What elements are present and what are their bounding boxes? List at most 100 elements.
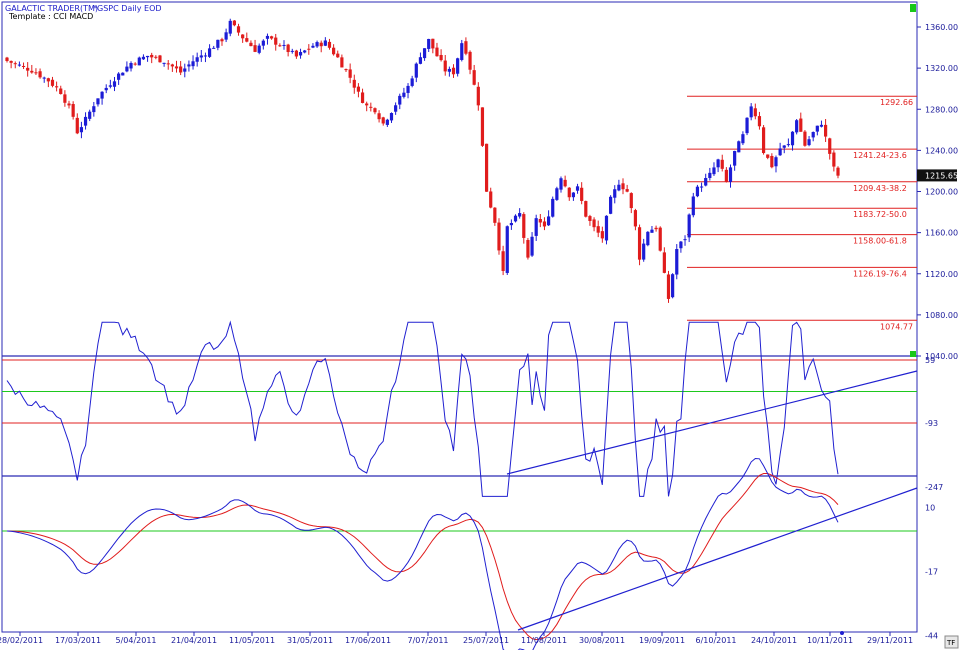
candle-body	[728, 167, 733, 182]
candle-body	[46, 78, 50, 82]
candle-body	[786, 144, 790, 146]
candle-body	[501, 251, 505, 271]
candle-body	[21, 65, 26, 67]
candle-body	[745, 117, 749, 134]
candle-body	[617, 184, 621, 191]
candle-body	[563, 179, 567, 187]
candle-body	[319, 42, 323, 47]
date-tick-label: 11/05/2011	[229, 636, 275, 645]
macd-tick-label: -17	[925, 567, 938, 576]
date-tick-label: 21/04/2011	[171, 636, 217, 645]
candle-body	[92, 106, 96, 113]
candle-body	[522, 214, 526, 238]
candle-body	[443, 60, 447, 72]
candle-body	[307, 48, 311, 50]
candle-body	[344, 69, 348, 71]
candle-body	[356, 86, 361, 92]
candle-body	[323, 40, 327, 46]
candle-body	[823, 124, 828, 137]
candle-body	[451, 67, 456, 75]
macd-trendline	[517, 487, 918, 631]
candle-body	[836, 167, 840, 176]
candle-body	[352, 79, 356, 88]
candle-body	[795, 120, 799, 133]
candle-body	[497, 222, 501, 251]
candle-body	[749, 106, 753, 118]
candle-body	[88, 111, 92, 119]
date-tick-label: 5/04/2011	[115, 636, 156, 645]
candle-body	[687, 214, 691, 238]
candle-body	[71, 104, 75, 117]
candle-body	[621, 183, 625, 190]
candle-body	[410, 78, 414, 86]
candle-body	[724, 169, 728, 182]
candle-body	[811, 132, 815, 138]
candle-body	[431, 38, 435, 49]
candle-body	[571, 192, 576, 198]
candle-body	[712, 167, 716, 175]
candle-body	[207, 48, 212, 57]
candle-body	[303, 50, 307, 53]
candle-body	[17, 64, 22, 66]
candle-body	[224, 32, 228, 40]
app-name: GALACTIC TRADER(TM)	[5, 4, 99, 13]
candle-body	[588, 216, 592, 221]
date-tick-label: 24/10/2011	[751, 636, 797, 645]
candle-body	[476, 86, 480, 106]
candle-body	[5, 57, 9, 61]
candle-body	[394, 105, 398, 112]
candle-body	[592, 219, 596, 228]
candle-body	[538, 218, 542, 223]
candle-body	[662, 252, 666, 273]
candle-body	[187, 64, 191, 67]
candle-body	[294, 50, 299, 57]
candle-body	[381, 117, 385, 124]
candle-body	[699, 186, 704, 188]
candle-body	[691, 196, 695, 216]
candle-body	[720, 159, 724, 169]
candle-body	[704, 177, 708, 186]
candle-body	[489, 191, 493, 208]
price-tick-label: 1200.00	[925, 188, 958, 197]
price-tick-label: 1080.00	[925, 311, 958, 320]
date-tick-label: 7/07/2011	[407, 636, 448, 645]
candle-body	[414, 63, 418, 78]
candle-body	[137, 57, 141, 66]
candle-body	[530, 236, 534, 256]
candle-body	[484, 143, 489, 192]
candle-body	[360, 92, 365, 103]
candle-body	[493, 207, 497, 223]
candle-body	[650, 229, 654, 233]
date-tick-label: 10/11/2011	[807, 636, 853, 645]
candle-body	[559, 178, 563, 190]
candle-body	[770, 155, 774, 168]
status-marker	[910, 351, 916, 357]
date-tick-label: 25/07/2011	[463, 636, 509, 645]
date-tick-label: 29/11/2011	[867, 636, 913, 645]
candle-body	[658, 227, 662, 251]
candle-body	[464, 41, 468, 54]
candle-body	[282, 44, 286, 46]
candle-body	[435, 47, 439, 57]
candle-body	[398, 95, 402, 105]
candle-body	[265, 35, 270, 39]
candle-body	[518, 213, 522, 217]
candle-body	[666, 274, 671, 299]
candle-body	[30, 70, 34, 73]
candle-body	[269, 36, 274, 39]
candle-body	[104, 87, 108, 91]
candle-body	[83, 116, 88, 126]
candle-body	[629, 193, 633, 209]
cci-tick-label: 59	[925, 356, 935, 365]
candle-body	[220, 39, 224, 42]
cci-trendline	[506, 370, 918, 475]
status-marker	[910, 4, 916, 12]
candle-body	[34, 72, 38, 74]
tf-label: TF	[946, 639, 955, 647]
price-tick-label: 1160.00	[925, 229, 958, 238]
candle-body	[625, 189, 629, 192]
candle-body	[575, 186, 580, 191]
candle-body	[815, 125, 819, 132]
